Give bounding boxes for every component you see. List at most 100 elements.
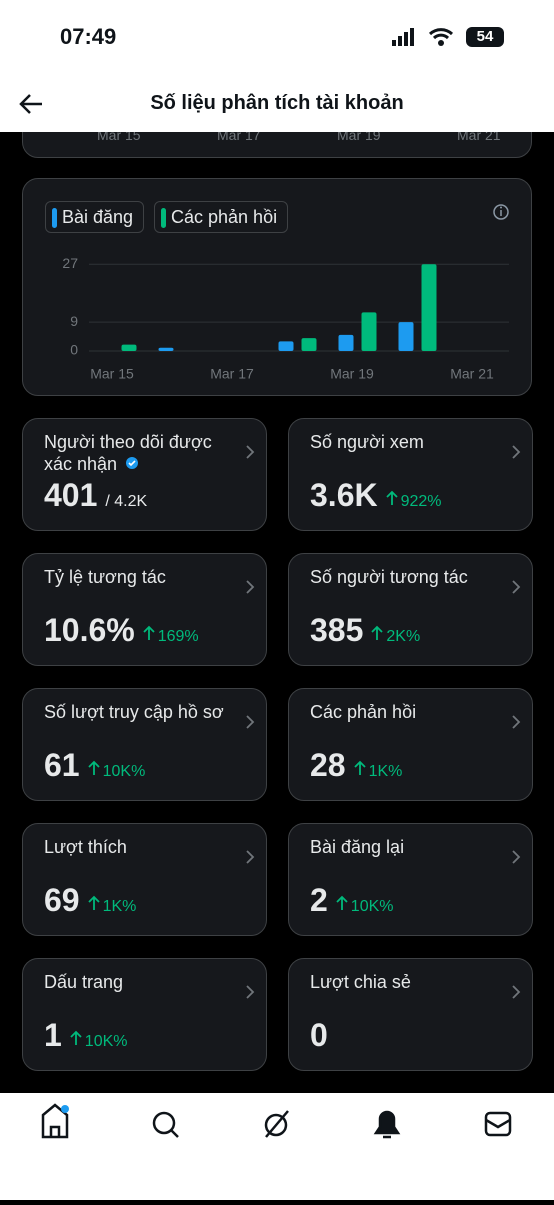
stat-value: 401 [44,477,98,513]
stat-change-text: 169% [157,628,199,645]
chevron [512,715,521,729]
x-tick-label: Mar 15 [90,366,134,382]
grok-icon[interactable] [264,1110,289,1138]
stat-change: 922% [385,490,442,510]
home-icon[interactable] [41,1103,69,1139]
stat-change: 10K% [70,1030,128,1050]
stat-card[interactable]: Các phản hồi 28 1K% [288,688,533,801]
stat-card[interactable]: Số lượt truy cập hồ sơ 61 10K% [22,688,267,801]
verified-badge [126,457,139,469]
stat-label-text: Lượt thích [44,837,127,857]
stat-value-row: 61 10K% [44,747,145,784]
chart-card: 0 9 27 Mar 15 Mar 17 Mar 19 Mar 21 Bài đăng Các… [22,178,532,396]
stat-value-row: 401 / 4.2K [44,477,147,514]
stat-label-text: Bài đăng lại [310,837,405,857]
chevron [512,445,521,459]
stat-value: 2 [310,882,328,918]
search-icon[interactable] [152,1111,179,1138]
up-arrow [70,1030,82,1045]
page-title: Số liệu phân tích tài khoản [150,92,404,114]
stat-change-text: 1K% [102,898,137,915]
status-time: 07:49 [60,24,117,49]
chevron [246,580,255,594]
stat-value: 69 [44,882,80,918]
stat-card[interactable]: Lượt thích 69 1K% [22,823,267,936]
chevron [246,715,255,729]
stat-card[interactable]: Số người xem 3.6K 922% [288,418,533,531]
bottom-nav [0,1093,554,1200]
stat-value-row: 3.6K 922% [310,477,442,514]
stat-value-row: 2 10K% [310,882,394,919]
stat-card[interactable]: Dấu trang 1 10K% [22,958,267,1071]
stat-change: 169% [143,625,199,645]
stat-value-row: 385 2K% [310,612,420,649]
legend-item: Các phản hồi [154,201,289,233]
messages-icon[interactable] [484,1111,512,1137]
stat-change: 1K% [353,760,403,780]
x-tick-label: Mar 21 [450,366,494,382]
stat-card[interactable]: Lượt chia sẻ 0 [288,958,533,1071]
stat-label: Người theo dõi được xác nhận [44,431,229,475]
x-tick-label: Mar 17 [210,366,254,382]
notifications-icon[interactable] [373,1110,401,1139]
stat-card[interactable]: Số người tương tác 385 2K% [288,553,533,666]
stat-change: 2K% [371,625,420,645]
up-arrow [385,490,398,505]
stat-total: / 4.2K [105,493,148,510]
legend-item: Bài đăng [45,201,145,233]
bar [338,334,354,351]
stat-value: 10.6% [44,612,135,648]
y-tick-label: 0 [70,342,78,358]
stat-value: 61 [44,747,80,783]
chevron [246,850,255,864]
bar [158,347,174,351]
stat-label-text: Các phản hồi [310,702,417,722]
chevron [246,985,255,999]
legend-label: Bài đăng [62,207,134,227]
stat-label: Bài đăng lại [310,836,495,858]
stat-label-text: Lượt chia sẻ [310,972,411,992]
chart: 0 9 27 Mar 15 Mar 17 Mar 19 Mar 21 [62,204,509,382]
status-icons [392,28,454,46]
chevron [246,445,255,459]
stat-value: 1 [44,1017,62,1053]
stat-card[interactable]: Người theo dõi được xác nhận 401 / 4.2K [22,418,267,531]
stat-label: Số người tương tác [310,566,495,588]
legend-label: Các phản hồi [171,207,278,227]
stat-value-row: 28 1K% [310,747,402,784]
x-tick-label: Mar 19 [330,366,374,382]
stat-change: 10K% [87,760,146,780]
stat-value: 3.6K [310,477,378,513]
stat-label-text: Dấu trang [44,972,124,992]
stat-change-text: 10K% [350,898,394,915]
stat-change-text: 1K% [368,763,403,780]
chevron [512,850,521,864]
stat-label: Số người xem [310,431,495,453]
stat-value-row: 69 1K% [44,882,136,919]
stat-label: Tỷ lệ tương tác [44,566,229,588]
stat-change-text: 10K% [84,1033,128,1050]
stat-label: Các phản hồi [310,701,495,723]
legend-swatch [52,208,57,228]
stat-label-text: Tỷ lệ tương tác [44,567,166,587]
bar [398,322,414,351]
stat-change: 10K% [336,895,394,915]
top-bar: 07:49 54 Số liệu phân tích tài khoản [0,0,554,132]
stat-change-text: 10K% [102,763,146,780]
stat-change: 1K% [87,895,137,915]
stat-value-row: 0 [310,1017,328,1054]
stat-card[interactable]: Bài đăng lại 2 10K% [288,823,533,936]
stat-value: 385 [310,612,364,648]
y-tick-label: 27 [62,255,78,271]
bar [121,344,137,351]
legend-swatch [161,208,166,228]
back-button[interactable] [18,92,44,116]
stat-label: Lượt chia sẻ [310,971,495,993]
stat-card[interactable]: Tỷ lệ tương tác 10.6% 169% [22,553,267,666]
bar [278,341,294,351]
stat-label-text: Số người tương tác [310,567,468,587]
up-arrow [371,625,384,640]
stat-label-text: Số người xem [310,432,424,452]
bar [301,338,317,351]
